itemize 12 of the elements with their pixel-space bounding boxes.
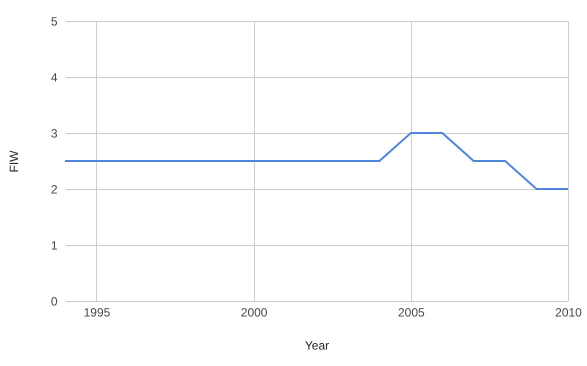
x-tick-label: 2000 [240,306,268,320]
y-tick-label: 1 [50,238,58,252]
x-tick-label: 2005 [398,306,425,320]
y-tick-label: 4 [50,70,58,84]
x-axis-title: Year [304,338,330,352]
y-tick-label: 3 [50,126,58,140]
x-tick-label: 2010 [555,306,582,320]
x-tick-label: 1995 [84,306,111,320]
y-tick-label: 0 [50,294,58,308]
y-tick-label: 2 [50,182,58,196]
y-tick-label: 5 [50,14,58,28]
y-axis-title: FIW [6,150,21,172]
